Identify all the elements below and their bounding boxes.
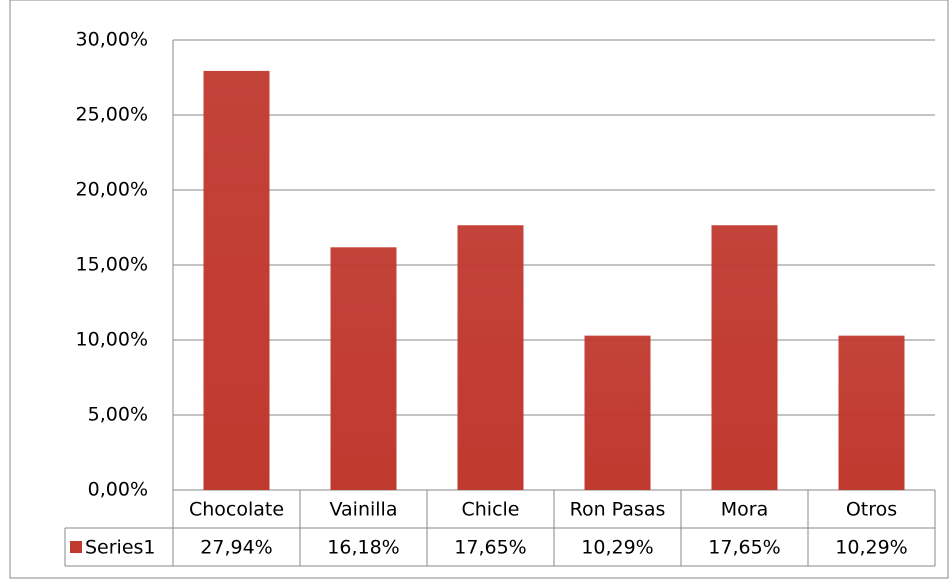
value-label: 27,94% [200,537,272,559]
y-tick-label: 10,00% [76,329,148,351]
y-tick-label: 25,00% [76,104,148,126]
x-tick-label: Mora [721,499,768,521]
bar [711,225,778,490]
value-label: 10,29% [835,537,907,559]
y-tick-label: 15,00% [76,254,148,276]
bar [203,70,270,491]
legend-key [70,541,82,553]
y-tick-label: 30,00% [76,29,148,51]
x-tick-label: Vainilla [330,499,398,521]
y-tick-label: 20,00% [76,179,148,201]
chart-border [9,0,949,579]
value-label: 17,65% [454,537,526,559]
x-tick-label: Chicle [461,499,519,521]
value-label: 17,65% [708,537,780,559]
bar [584,335,651,490]
bar [330,247,397,490]
legend-label: Series1 [85,537,156,559]
value-label: 10,29% [581,537,653,559]
x-tick-label: Otros [846,499,897,521]
value-label: 16,18% [327,537,399,559]
y-tick-label: 0,00% [88,479,148,501]
x-tick-label: Ron Pasas [570,499,666,521]
x-tick-label: Chocolate [189,499,284,521]
y-tick-label: 5,00% [88,404,148,426]
bar [457,225,524,490]
bar [838,335,905,490]
